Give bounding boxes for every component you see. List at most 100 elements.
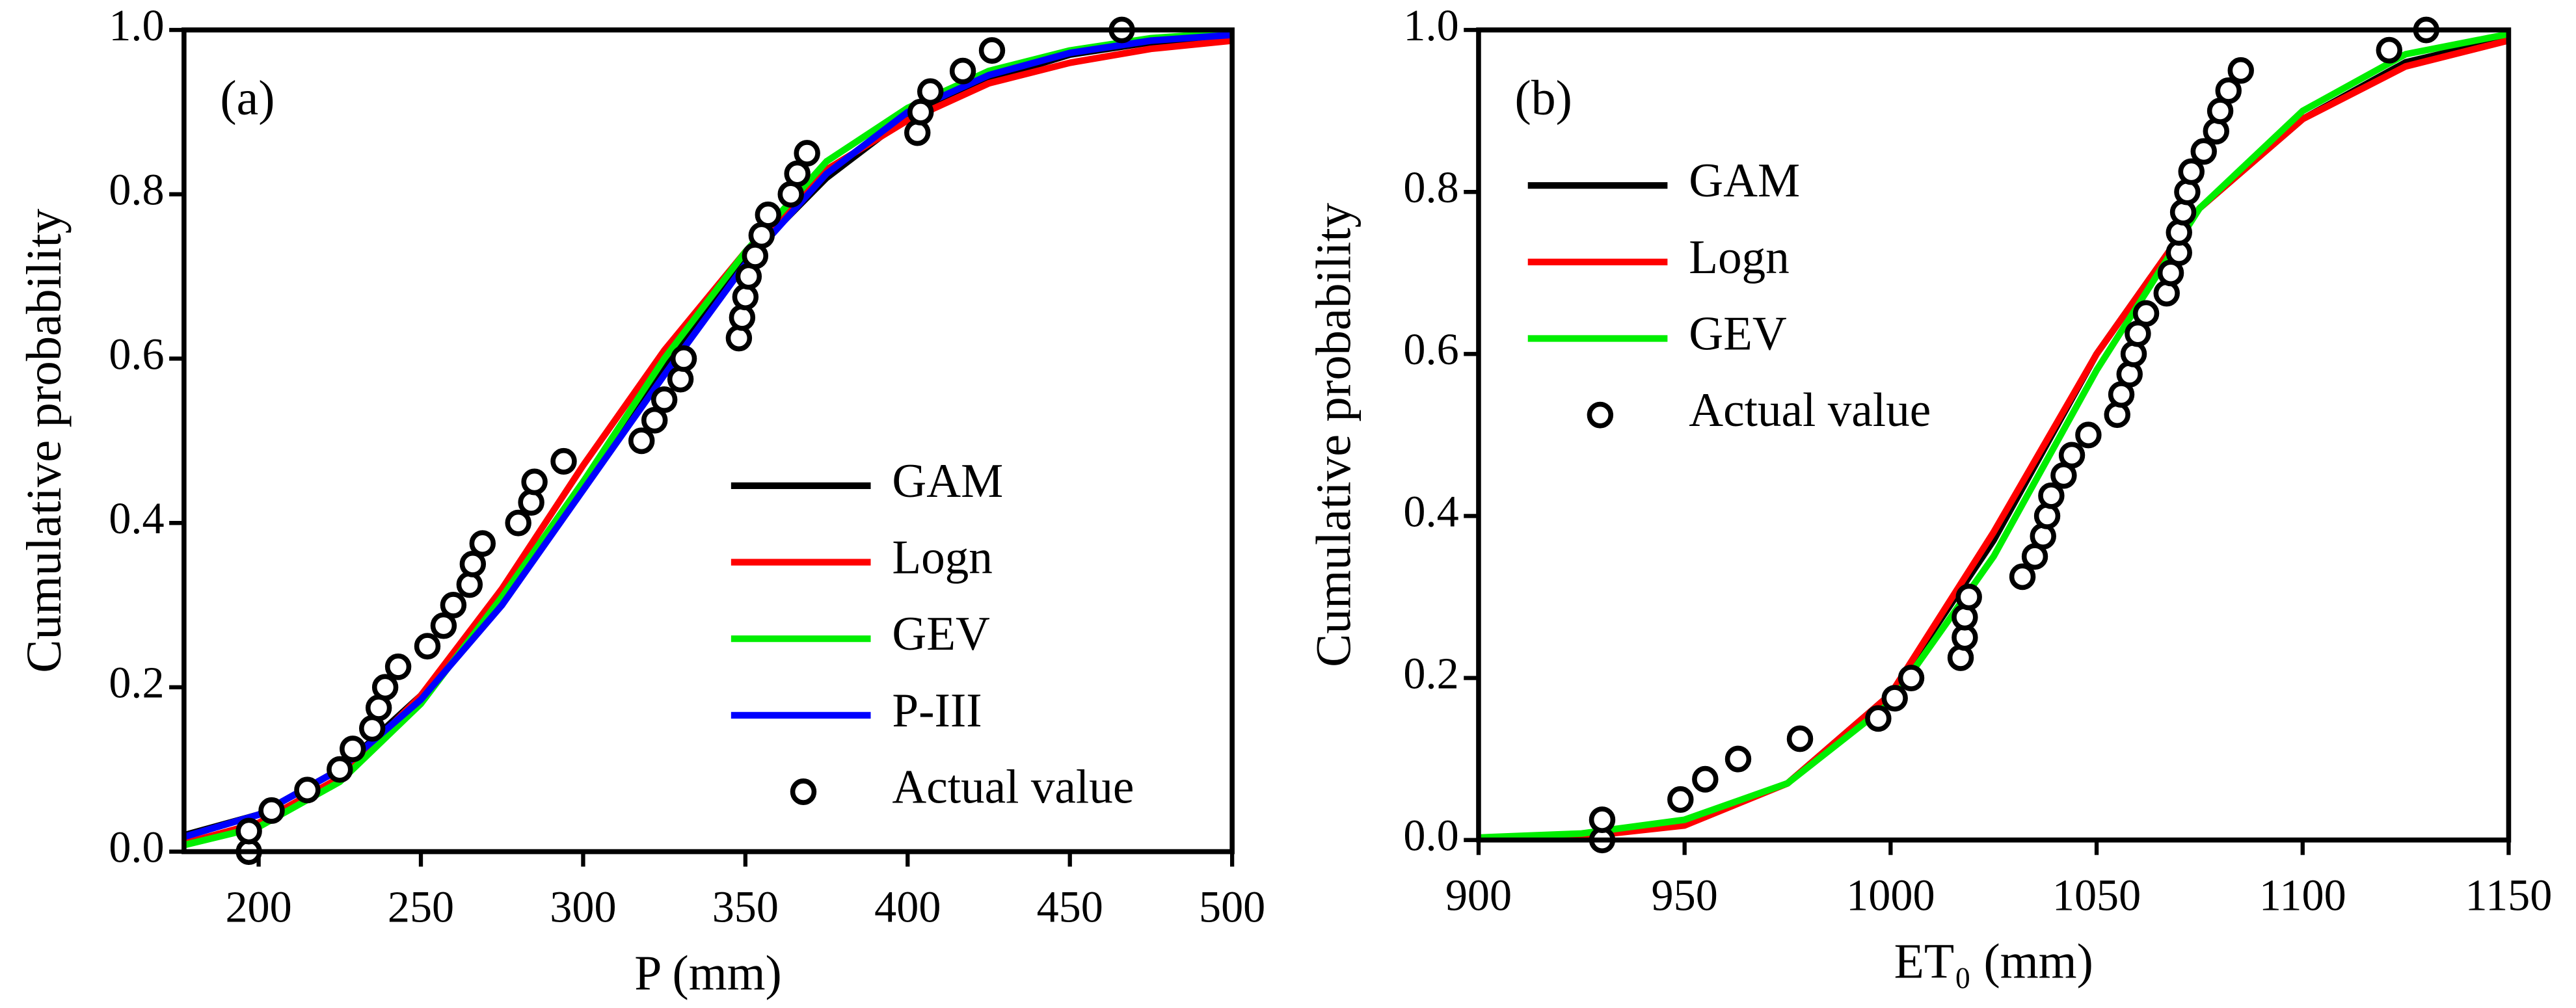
data-point	[641, 406, 668, 434]
data-point	[1786, 725, 1814, 752]
y-tick-label: 1.0	[1403, 1, 1458, 50]
data-point	[340, 736, 366, 763]
data-point	[2058, 442, 2086, 469]
data-point	[670, 345, 697, 372]
data-point	[2009, 563, 2036, 590]
legend-marker	[790, 778, 817, 805]
data-point	[518, 489, 544, 516]
axes-frame	[181, 27, 1235, 855]
x-axis-label: P (mm)	[634, 946, 782, 1001]
data-point	[1881, 685, 1908, 712]
y-tick-label: 0.0	[1403, 810, 1458, 860]
legend-label: Actual value	[1689, 383, 1931, 437]
data-point	[651, 386, 678, 414]
data-point	[2132, 300, 2160, 327]
data-point	[949, 57, 976, 85]
curve	[183, 30, 1233, 849]
x-tick-label: 900	[1445, 870, 1512, 920]
data-point	[2190, 138, 2217, 165]
panel-label: (b)	[1515, 71, 1572, 126]
y-tick-label: 0.2	[1403, 648, 1458, 698]
data-point	[235, 817, 262, 845]
data-point	[904, 119, 931, 146]
data-point	[628, 427, 655, 455]
x-tick-label: 300	[550, 882, 616, 931]
legend-label: GEV	[892, 607, 989, 661]
data-point	[294, 776, 321, 804]
data-point	[1692, 765, 1719, 793]
x-tick-label: 450	[1037, 882, 1103, 931]
data-point	[327, 756, 353, 783]
legend-label: GEV	[1689, 306, 1786, 360]
x-tick-label: 1050	[2052, 870, 2141, 920]
x-tick-label: 500	[1199, 882, 1265, 931]
data-point	[456, 571, 483, 598]
data-point	[469, 530, 496, 557]
data-point	[430, 612, 457, 639]
y-tick-label: 1.0	[109, 1, 164, 50]
data-point	[732, 284, 759, 311]
data-point	[2376, 36, 2402, 64]
curve	[1478, 31, 2509, 840]
x-tick-label: 1150	[2465, 870, 2553, 920]
data-point	[1865, 705, 1892, 732]
curve	[183, 37, 1233, 847]
x-axis-label: ET₀ (mm)	[1894, 934, 2093, 989]
legend-label: GAM	[892, 453, 1003, 507]
y-tick-label: 0.4	[109, 494, 164, 543]
legend-marker	[1587, 401, 1614, 429]
axes-frame	[1476, 27, 2512, 843]
y-tick-label: 0.4	[1403, 486, 1458, 536]
data-point	[755, 201, 781, 228]
x-tick-label: 200	[225, 882, 291, 931]
legend-label: Logn	[892, 530, 993, 584]
data-point	[729, 304, 756, 331]
plot-area	[183, 30, 1233, 849]
curve	[183, 32, 1233, 839]
panel-label: (a)	[220, 71, 275, 126]
data-point	[1589, 806, 1616, 833]
data-point	[1955, 583, 1982, 611]
data-point	[2075, 421, 2102, 449]
data-point	[794, 140, 820, 167]
data-point	[1724, 745, 1752, 773]
data-point	[907, 98, 934, 126]
legend-label: P-III	[892, 683, 982, 737]
data-point	[384, 653, 412, 680]
y-tick-label: 0.8	[109, 165, 164, 214]
x-tick-label: 950	[1652, 870, 1718, 920]
x-tick-label: 400	[874, 882, 941, 931]
plot-area	[1478, 31, 2509, 840]
data-point	[917, 78, 944, 105]
data-point	[2215, 77, 2242, 104]
data-point	[440, 592, 467, 618]
data-point	[784, 160, 811, 187]
y-axis-label: Cumulative probability	[1307, 203, 1361, 667]
x-tick-label: 250	[388, 882, 454, 931]
y-tick-label: 0.8	[1403, 163, 1458, 212]
y-tick-label: 0.0	[109, 822, 164, 871]
data-point	[459, 550, 487, 577]
y-tick-label: 0.2	[109, 657, 164, 707]
data-point	[521, 468, 548, 496]
data-point	[1667, 786, 1694, 813]
data-point	[2227, 57, 2254, 84]
legend-label: Logn	[1689, 230, 1790, 284]
curve	[1478, 34, 2509, 840]
data-point	[2178, 158, 2205, 185]
data-point	[550, 447, 577, 475]
data-point	[258, 797, 285, 824]
y-tick-label: 0.6	[109, 329, 164, 378]
data-point	[505, 509, 531, 537]
curve	[1478, 37, 2509, 840]
y-axis-label: Cumulative probability	[18, 209, 72, 673]
data-point	[978, 37, 1006, 64]
x-tick-label: 1000	[1846, 870, 1935, 920]
curve	[183, 31, 1233, 840]
legend-label: GAM	[1689, 153, 1800, 207]
data-point	[1898, 665, 1925, 692]
data-point	[414, 633, 441, 660]
data-point	[371, 674, 399, 701]
legend-label: Actual value	[892, 760, 1134, 814]
